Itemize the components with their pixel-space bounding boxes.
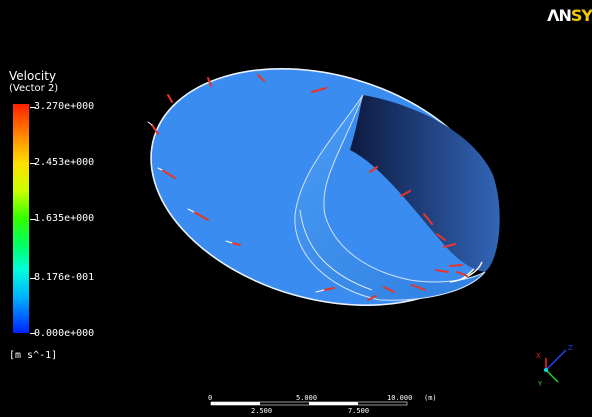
legend-tick-label: 1.635e+000 <box>34 213 95 224</box>
legend-tick <box>30 333 36 334</box>
legend-tick-label-min: 0.000e+000 <box>34 328 95 339</box>
legend-tick <box>30 278 36 279</box>
color-legend-bar <box>13 104 29 333</box>
velocity-vectors <box>151 74 468 301</box>
legend-title: Velocity <box>9 69 57 83</box>
model-inner-wall <box>350 95 500 272</box>
legend-tick-label: 8.176e-001 <box>34 272 95 283</box>
triad-x-label: X <box>536 352 541 360</box>
scale-label-10: 10.000 <box>387 394 413 402</box>
model-blade <box>294 94 486 301</box>
legend-subtitle: (Vector 2) <box>9 83 59 94</box>
scale-label-2-5: 2.500 <box>251 407 273 415</box>
triad-z-label: Z <box>568 344 573 352</box>
legend-tick <box>30 219 36 220</box>
legend-tick <box>30 107 36 108</box>
vector-tails <box>147 121 325 293</box>
legend-tick-label-max: 3.270e+000 <box>34 101 95 112</box>
model-blade-edge <box>299 209 373 291</box>
axis-triad[interactable]: X Y Z <box>528 340 588 400</box>
model-tip-highlight <box>449 261 483 283</box>
legend-tick-label: 2.453e+000 <box>34 157 95 168</box>
legend-tick <box>30 163 36 164</box>
scale-units: (m) <box>424 394 437 402</box>
ansys-logo: ΛNSY <box>547 6 592 25</box>
scale-label-7-5: 7.500 <box>348 407 370 415</box>
triad-y-label: Y <box>537 380 543 388</box>
legend-units: [m s^-1] <box>9 350 58 361</box>
scale-label-0: 0 <box>208 394 213 402</box>
scale-label-5: 5.000 <box>296 394 318 402</box>
